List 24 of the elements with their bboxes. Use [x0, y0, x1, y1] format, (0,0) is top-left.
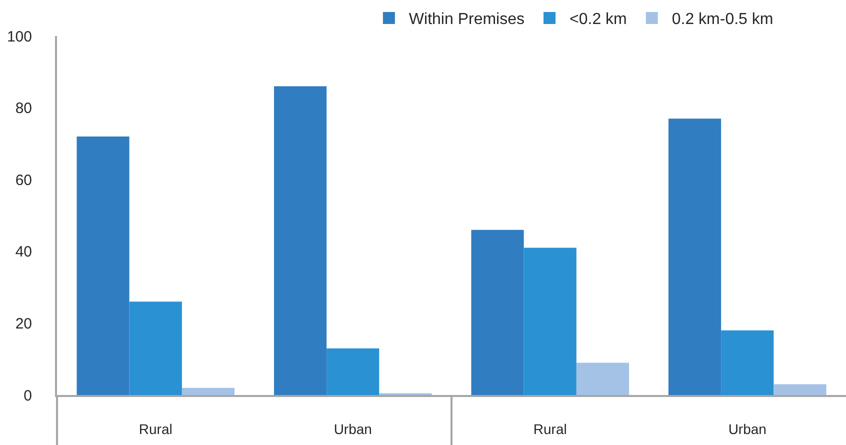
- y-tick-label: 80: [15, 100, 32, 118]
- bar: [129, 302, 182, 395]
- legend-label: <0.2 km: [570, 11, 627, 28]
- bar: [274, 86, 327, 395]
- bar: [182, 388, 235, 395]
- bar: [774, 384, 826, 395]
- y-tick-label: 40: [15, 244, 32, 261]
- bar: [668, 118, 722, 395]
- y-tick-label: 20: [15, 315, 32, 332]
- legend-label: Within Premises: [408, 11, 525, 28]
- x-tick-label: Rural: [138, 420, 172, 437]
- bar: [471, 230, 524, 395]
- x-tick-label: Rural: [533, 420, 567, 437]
- x-tick-label: Urban: [728, 420, 766, 437]
- bar: [576, 362, 630, 395]
- legend-label: 0.2 km-0.5 km: [672, 11, 774, 28]
- y-tick-label: 60: [15, 172, 32, 189]
- bar: [76, 136, 130, 395]
- y-tick-label: 0: [24, 387, 32, 404]
- bar: [524, 248, 576, 395]
- bar: [721, 330, 774, 395]
- y-tick-label: 100: [6, 28, 32, 46]
- x-tick-label: Urban: [334, 420, 372, 437]
- bar: [326, 348, 380, 395]
